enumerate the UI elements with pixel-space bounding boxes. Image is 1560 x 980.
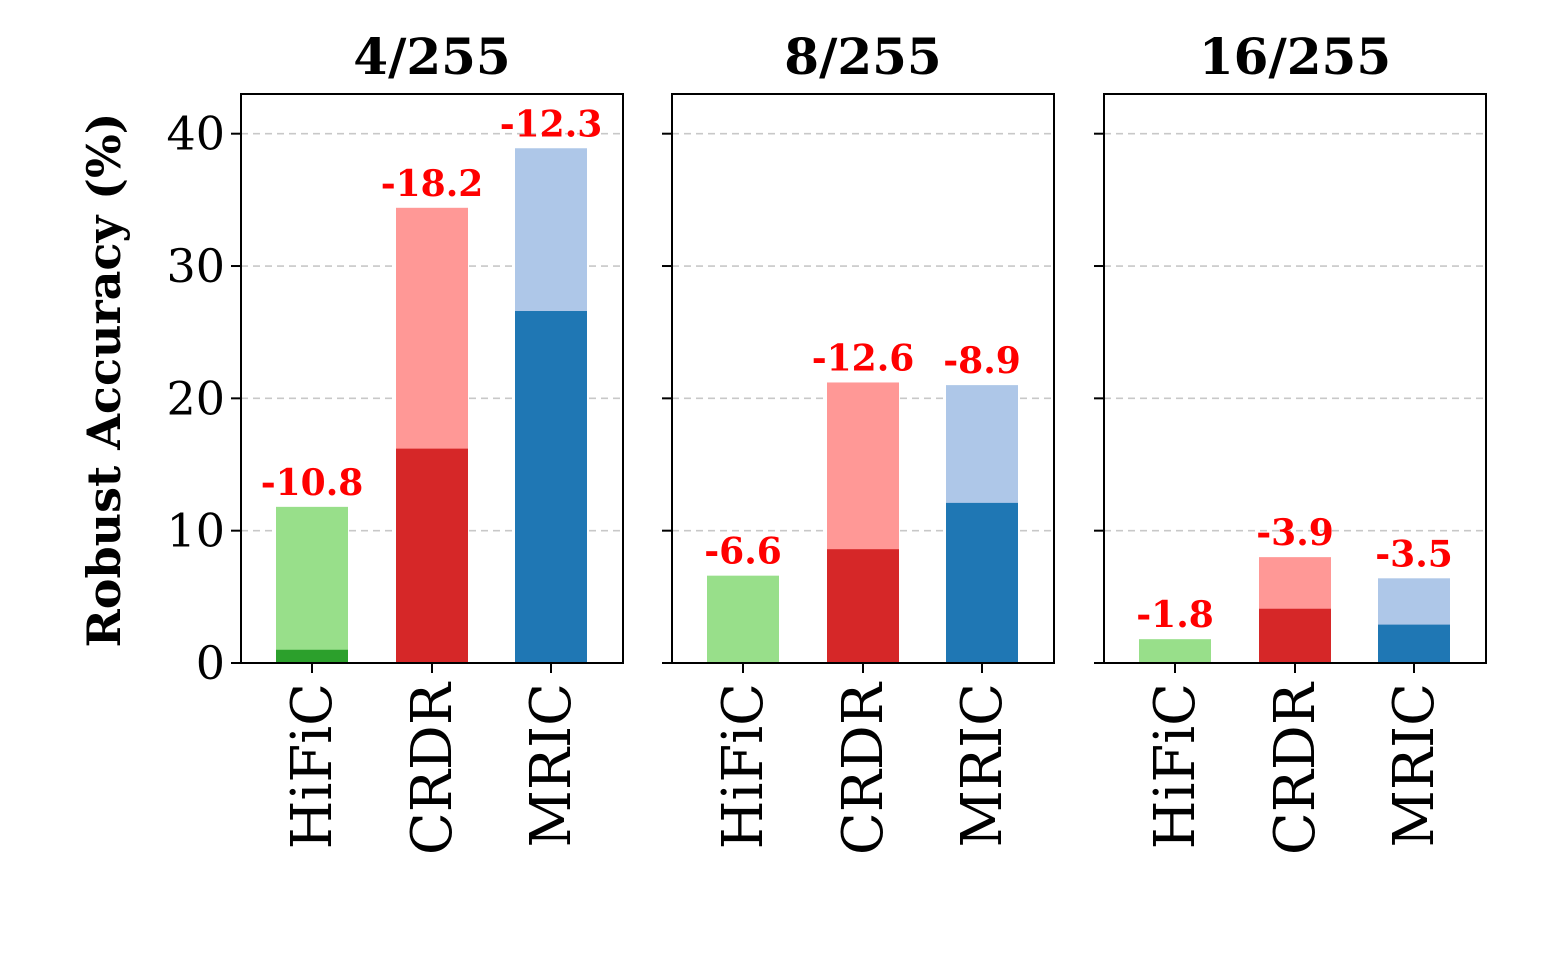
x-tick-label: CRDR: [831, 681, 896, 855]
panels-group: 0 10 20 30 40 -10.8 HiFiC -18.2 CRDR -12.3 MRIC 4/2…: [166, 27, 1487, 855]
x-tick-label: HiFiC: [1143, 683, 1208, 849]
y-tick-label: 30: [166, 239, 225, 293]
drop-label: -12.6: [812, 337, 915, 379]
bar-hific-total: [276, 506, 348, 663]
y-tick-label: 40: [166, 107, 225, 161]
drop-label: -12.3: [500, 103, 603, 145]
panel-frame: [240, 93, 624, 664]
panel-title: 8/255: [784, 27, 941, 86]
bar-mric-remaining: [946, 502, 1018, 663]
bar-mric-remaining: [1378, 624, 1450, 663]
drop-label: -1.8: [1136, 594, 1214, 636]
drop-label: -3.9: [1256, 512, 1334, 554]
x-tick-label: MRIC: [519, 683, 584, 847]
x-tick-label: MRIC: [950, 683, 1015, 847]
bar-hific-total: [1139, 639, 1211, 663]
y-tick-label: 0: [196, 636, 225, 690]
x-tick-label: CRDR: [400, 681, 465, 855]
drop-label: -10.8: [261, 462, 364, 504]
panel-16-255: -1.8 HiFiC -3.9 CRDR -3.5 MRIC 16/255: [1094, 27, 1487, 855]
panel-frame: [1103, 93, 1487, 664]
bar-crdr-remaining: [396, 448, 468, 663]
bar-hific-total: [707, 575, 779, 663]
bar-crdr-remaining: [827, 549, 899, 663]
panel-title: 16/255: [1199, 27, 1391, 86]
y-axis-label: Robust Accuracy (%): [77, 113, 131, 648]
bar-crdr-remaining: [1259, 608, 1331, 663]
x-tick-label: MRIC: [1382, 683, 1447, 847]
panel-title: 4/255: [353, 27, 510, 86]
x-tick-label: CRDR: [1263, 681, 1328, 855]
drop-label: -3.5: [1375, 533, 1453, 575]
x-tick-label: HiFiC: [711, 683, 776, 849]
drop-label: -18.2: [381, 163, 484, 205]
panel-frame: [671, 93, 1055, 664]
bar-mric-remaining: [515, 311, 587, 663]
drop-label: -6.6: [704, 531, 782, 573]
panel-8-255: -6.6 HiFiC -12.6 CRDR -8.9 MRIC 8/255: [662, 27, 1055, 855]
x-tick-label: HiFiC: [280, 683, 345, 849]
bar-hific-remaining: [276, 649, 348, 663]
y-tick-label: 20: [166, 371, 225, 425]
drop-label: -8.9: [943, 340, 1021, 382]
panel-4-255: 0 10 20 30 40 -10.8 HiFiC -18.2 CRDR -12.3 MRIC 4/2…: [166, 27, 624, 855]
y-tick-label: 10: [166, 504, 225, 558]
